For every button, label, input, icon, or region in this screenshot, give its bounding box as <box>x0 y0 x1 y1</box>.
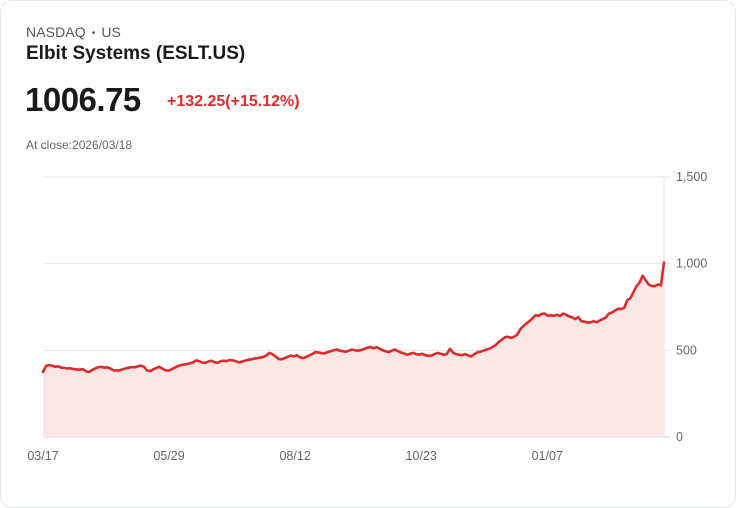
price-area-fill <box>43 262 664 437</box>
y-tick-label: 500 <box>676 343 697 357</box>
y-tick-label: 0 <box>676 430 683 444</box>
x-tick-label: 01/07 <box>532 449 563 463</box>
exchange-name: NASDAQ <box>26 24 86 40</box>
price-line <box>41 261 666 374</box>
current-price: 1006.75 <box>25 81 141 118</box>
separator-dot: • <box>91 28 96 39</box>
y-tick-label: 1,500 <box>676 170 707 184</box>
x-tick-label: 05/29 <box>153 449 184 463</box>
y-tick-label: 1,000 <box>676 257 707 271</box>
x-tick-label: 08/12 <box>279 449 310 463</box>
price-change: +132.25(+15.12%) <box>167 93 300 110</box>
x-tick-label: 10/23 <box>406 449 437 463</box>
x-axis: 03/17 05/29 08/12 10/23 01/07 <box>27 449 563 463</box>
close-date: At close:2026/03/18 <box>26 138 133 152</box>
region: US <box>101 24 121 40</box>
y-axis: 0 500 1,000 1,500 <box>676 170 707 444</box>
x-tick-label: 03/17 <box>27 449 58 463</box>
exchange-info: NASDAQ • US <box>26 24 121 40</box>
stock-title: Elbit Systems (ESLT.US) <box>26 43 246 64</box>
